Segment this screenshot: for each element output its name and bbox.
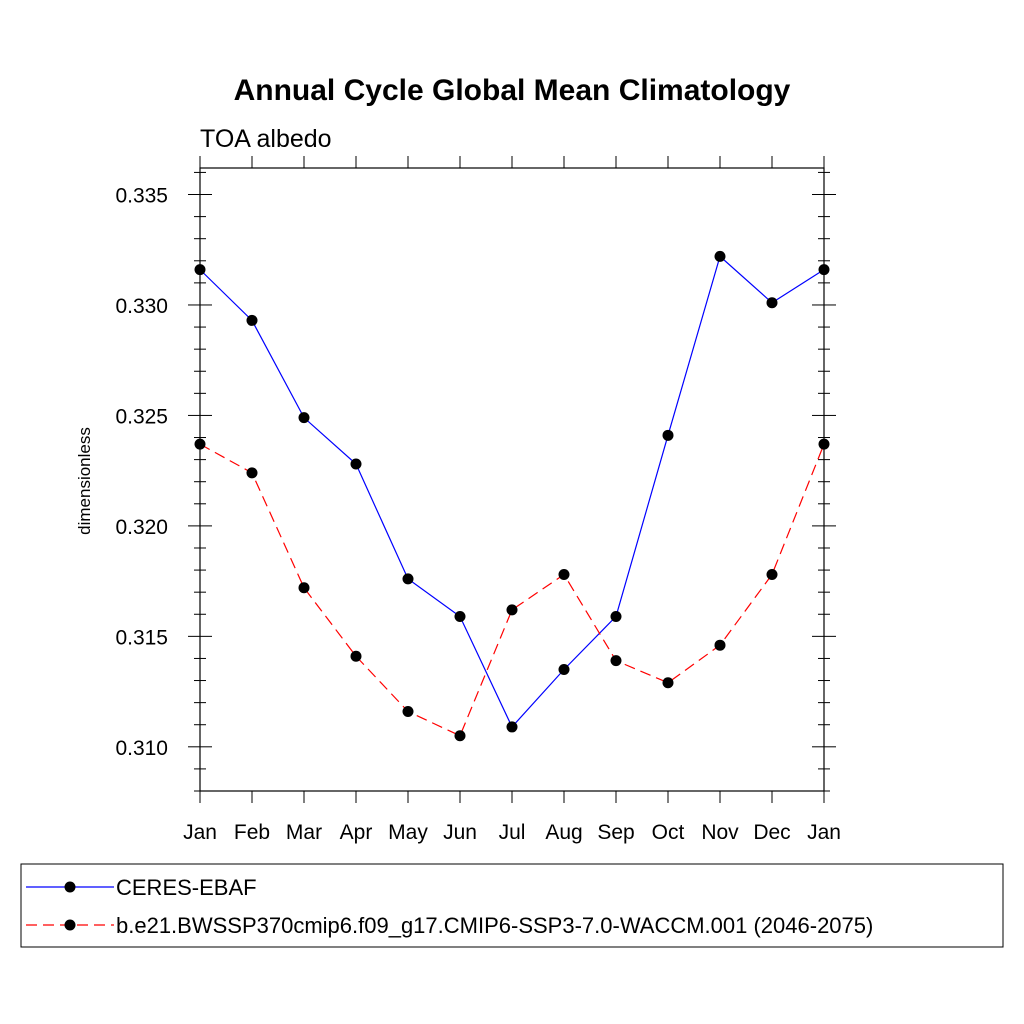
- data-point: [610, 655, 622, 667]
- x-tick-label: Jan: [183, 821, 217, 844]
- y-tick-label: 0.310: [115, 737, 168, 760]
- legend: CERES-EBAF b.e21.BWSSP370cmip6.f09_g17.CM…: [26, 875, 873, 938]
- x-tick-label: Apr: [340, 821, 373, 844]
- data-point: [610, 610, 622, 622]
- x-tick-label: Jan: [807, 821, 841, 844]
- tick-layer: [188, 156, 836, 803]
- data-point: [558, 663, 570, 675]
- x-tick-label: May: [388, 821, 428, 844]
- data-point: [506, 721, 518, 733]
- series-line: [199, 443, 825, 737]
- plot-frame: [199, 167, 825, 792]
- x-tick-label: Sep: [597, 821, 634, 844]
- legend-entry-1: b.e21.BWSSP370cmip6.f09_g17.CMIP6-SSP3-7…: [26, 913, 873, 938]
- series-0: [194, 250, 830, 733]
- x-tick-label: Oct: [652, 821, 685, 844]
- x-tick-label: Nov: [701, 821, 739, 844]
- y-tick-label: 0.325: [115, 405, 168, 428]
- data-point: [454, 610, 466, 622]
- legend-marker: [64, 919, 76, 931]
- series-layer: [194, 250, 830, 742]
- data-point: [350, 650, 362, 662]
- data-point: [506, 604, 518, 616]
- x-tick-label: Mar: [286, 821, 322, 844]
- data-point: [298, 582, 310, 594]
- y-tick-label: 0.330: [115, 295, 168, 318]
- y-tick-label: 0.320: [115, 516, 168, 539]
- series-1: [194, 438, 830, 742]
- chart-title: Annual Cycle Global Mean Climatology: [234, 74, 791, 107]
- legend-box: [20, 863, 1004, 948]
- x-tick-label: Jul: [499, 821, 526, 844]
- data-point: [246, 467, 258, 479]
- data-point: [194, 264, 206, 276]
- x-tick-label: Dec: [753, 821, 790, 844]
- legend-label: CERES-EBAF: [116, 875, 257, 900]
- chart-subtitle: TOA albedo: [200, 125, 332, 153]
- data-point: [298, 412, 310, 424]
- x-tick-labels: Jan Feb Mar Apr May Jun Jul Aug Sep Oct Nov Dec Jan: [183, 821, 841, 844]
- data-point: [246, 314, 258, 326]
- series-line: [199, 255, 825, 729]
- legend-entry-0: CERES-EBAF: [26, 875, 257, 900]
- y-tick-label: 0.315: [115, 626, 168, 649]
- data-point: [714, 639, 726, 651]
- data-point: [454, 730, 466, 742]
- y-axis-label: dimensionless: [75, 427, 94, 535]
- data-point: [402, 705, 414, 717]
- data-point: [558, 568, 570, 580]
- data-point: [662, 677, 674, 689]
- data-point: [194, 438, 206, 450]
- data-point: [714, 250, 726, 262]
- y-tick-labels: 0.310 0.315 0.320 0.325 0.330 0.335: [115, 185, 168, 760]
- data-point: [766, 297, 778, 309]
- legend-marker: [64, 881, 76, 893]
- x-tick-label: Feb: [234, 821, 270, 844]
- data-point: [766, 568, 778, 580]
- legend-label: b.e21.BWSSP370cmip6.f09_g17.CMIP6-SSP3-7…: [116, 913, 873, 938]
- x-tick-label: Jun: [443, 821, 477, 844]
- data-point: [818, 438, 830, 450]
- data-point: [662, 429, 674, 441]
- data-point: [402, 573, 414, 585]
- data-point: [350, 458, 362, 470]
- data-point: [818, 264, 830, 276]
- x-tick-label: Aug: [545, 821, 582, 844]
- y-tick-label: 0.335: [115, 185, 168, 208]
